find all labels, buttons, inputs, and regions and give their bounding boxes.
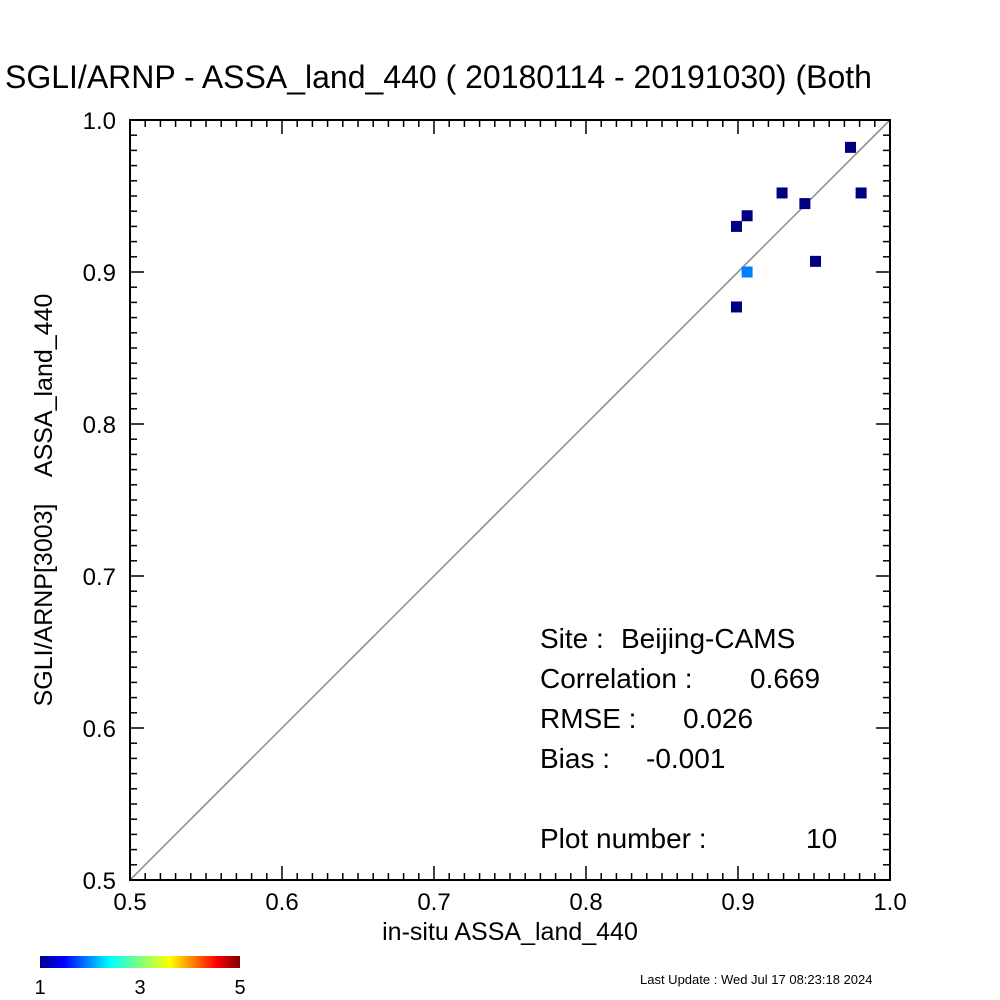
x-tick-label: 0.9 xyxy=(721,889,754,916)
colorbar-label-max: 5 xyxy=(234,977,245,999)
stat-site-value: Beijing-CAMS xyxy=(621,623,795,654)
x-tick-label: 0.7 xyxy=(417,889,450,916)
data-point xyxy=(855,187,867,199)
data-point xyxy=(844,141,856,153)
axis-ticks xyxy=(129,119,891,881)
stat-rmse-value: 0.026 xyxy=(683,703,753,734)
stat-site-label: Site : xyxy=(540,623,604,654)
data-point xyxy=(730,301,742,313)
chart-title: SGLI/ARNP - ASSA_land_440 ( 20180114 - 2… xyxy=(5,59,872,95)
y-tick-label: 1.0 xyxy=(83,108,116,135)
x-axis-label: in-situ ASSA_land_440 xyxy=(382,918,638,946)
stat-plot-number-value: 10 xyxy=(806,823,837,854)
tick-labels: 0.5 0.6 0.7 0.8 0.9 1.0 0.5 0.6 0.7 0.8 0.9 1.0 xyxy=(83,108,907,916)
data-point xyxy=(741,210,753,222)
colorbar-gradient xyxy=(40,956,240,968)
last-update-text: Last Update : Wed Jul 17 08:23:18 2024 xyxy=(640,972,872,987)
y-tick-label: 0.8 xyxy=(83,412,116,439)
stat-correlation-value: 0.669 xyxy=(750,663,820,694)
x-tick-label: 0.6 xyxy=(265,889,298,916)
colorbar: 1 3 5 xyxy=(34,956,246,999)
data-point xyxy=(730,220,742,232)
x-tick-label: 0.5 xyxy=(113,889,146,916)
stat-correlation-label: Correlation : xyxy=(540,663,693,694)
stat-bias-value: -0.001 xyxy=(646,743,725,774)
y-tick-label: 0.9 xyxy=(83,260,116,287)
plot-frame xyxy=(129,119,891,881)
y-tick-label: 0.6 xyxy=(83,716,116,743)
data-point xyxy=(741,266,753,278)
stat-bias-label: Bias : xyxy=(540,743,610,774)
y-tick-label: 0.5 xyxy=(83,868,116,895)
y-tick-label: 0.7 xyxy=(83,564,116,591)
data-point xyxy=(799,198,811,210)
data-point xyxy=(776,187,788,199)
stat-rmse-label: RMSE : xyxy=(540,703,636,734)
stat-plot-number-label: Plot number : xyxy=(540,823,707,854)
colorbar-label-min: 1 xyxy=(34,977,45,999)
data-point xyxy=(810,255,822,267)
data-points xyxy=(730,141,867,313)
stats-panel: Site : Beijing-CAMS Correlation : 0.669 … xyxy=(540,623,837,854)
colorbar-label-mid: 3 xyxy=(134,977,145,999)
x-tick-label: 1.0 xyxy=(873,889,906,916)
x-tick-label: 0.8 xyxy=(569,889,602,916)
one-to-one-line xyxy=(129,119,891,881)
y-axis-label: SGLI/ARNP[3003] ASSA_land_440 xyxy=(30,294,58,707)
